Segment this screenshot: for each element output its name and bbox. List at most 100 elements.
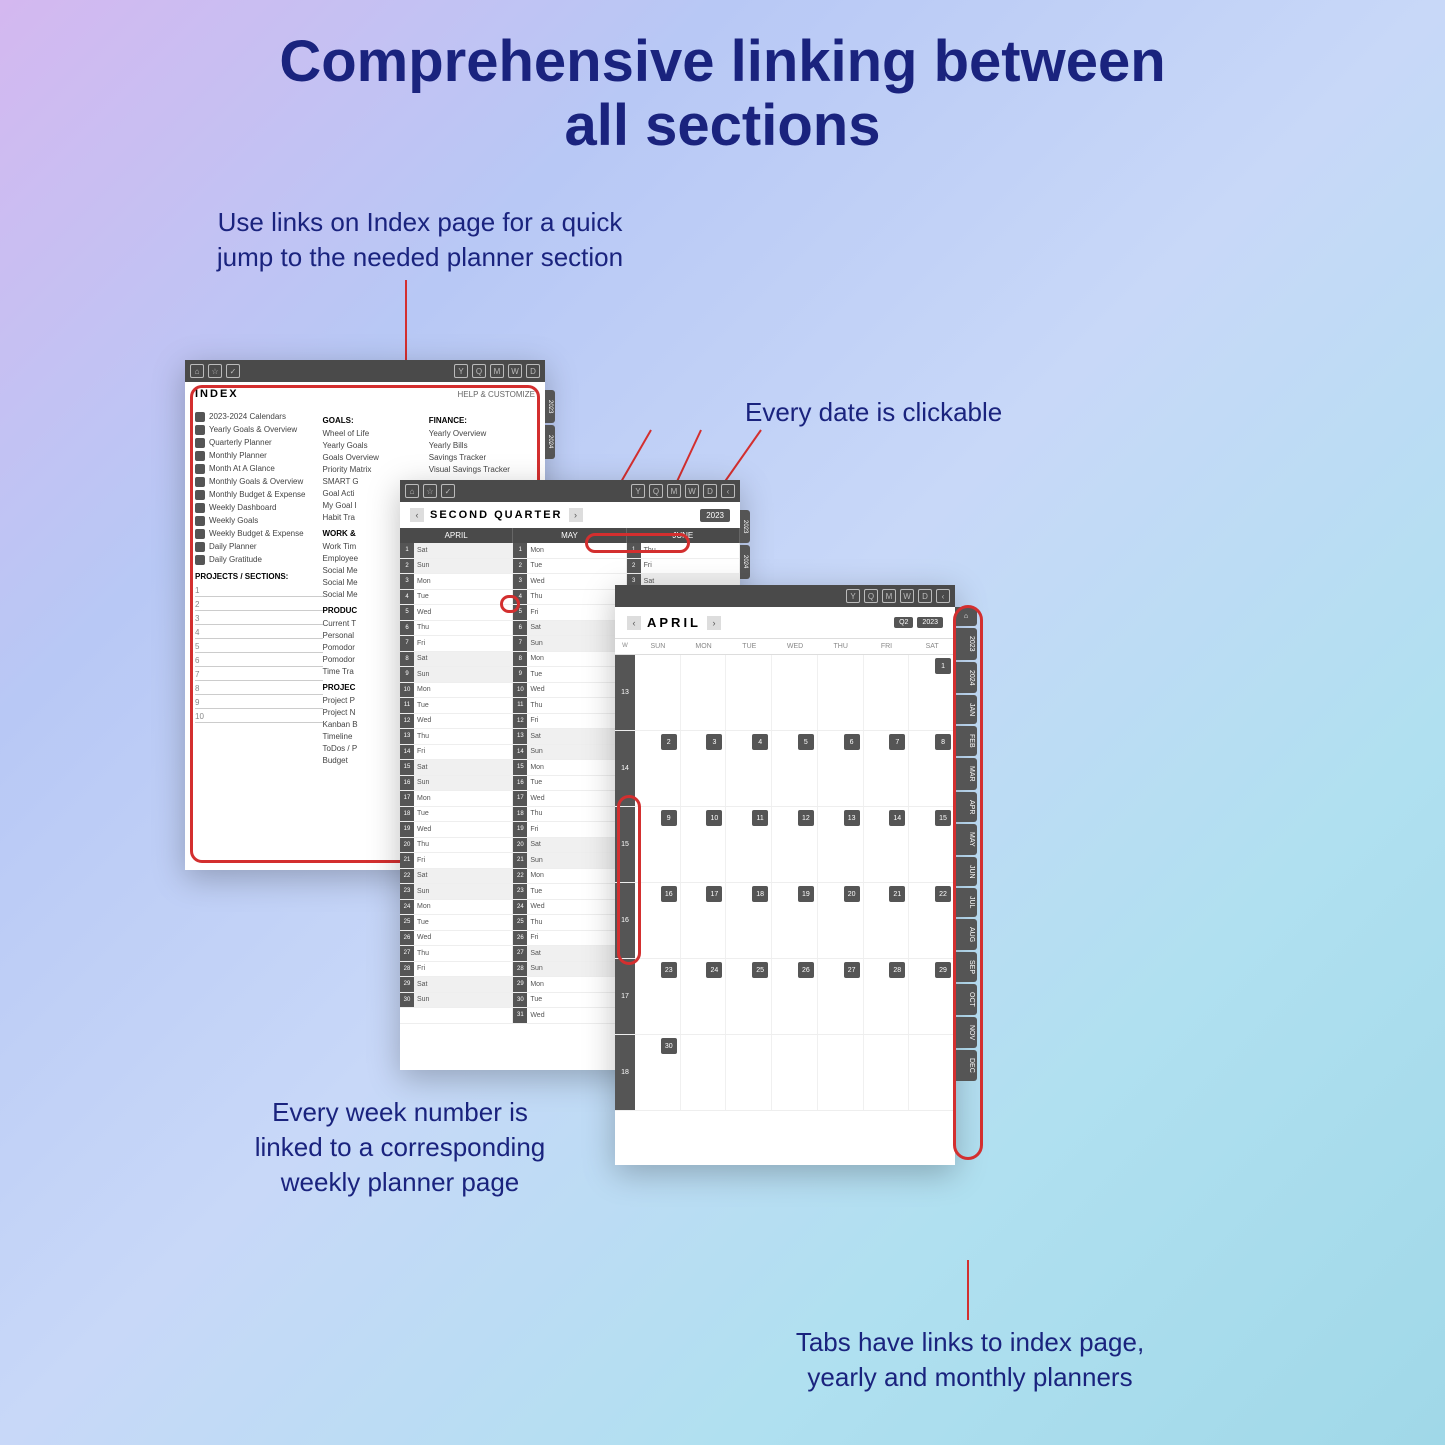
date-row[interactable]: 22Sat xyxy=(400,869,512,885)
day-cell[interactable] xyxy=(909,1035,955,1110)
side-tab[interactable]: JUL xyxy=(955,888,977,916)
day-cell[interactable]: 19 xyxy=(772,883,818,958)
nav-icon[interactable]: D xyxy=(918,589,932,603)
day-cell[interactable]: 15 xyxy=(909,807,955,882)
day-cell[interactable]: 2 xyxy=(635,731,681,806)
nav-icon[interactable]: ☆ xyxy=(423,484,437,498)
date-row[interactable]: 6Sat xyxy=(513,621,625,637)
week-number[interactable]: 14 xyxy=(615,731,635,806)
day-cell[interactable]: 16 xyxy=(635,883,681,958)
date-row[interactable]: 23Sun xyxy=(400,884,512,900)
date-row[interactable]: 23Tue xyxy=(513,884,625,900)
day-cell[interactable]: 24 xyxy=(681,959,727,1034)
next-button[interactable]: › xyxy=(569,508,583,522)
day-cell[interactable] xyxy=(681,655,727,730)
date-row[interactable]: 19Fri xyxy=(513,822,625,838)
date-row[interactable]: 1Sat xyxy=(400,543,512,559)
index-link[interactable]: Yearly Goals xyxy=(323,439,429,451)
index-link[interactable]: Daily Planner xyxy=(195,540,323,553)
side-tab[interactable]: FEB xyxy=(955,726,977,756)
index-link[interactable]: Savings Tracker xyxy=(429,451,535,463)
date-row[interactable]: 26Wed xyxy=(400,931,512,947)
index-link[interactable]: Goals Overview xyxy=(323,451,429,463)
side-tab[interactable]: 2023 xyxy=(955,628,977,660)
day-cell[interactable]: 23 xyxy=(635,959,681,1034)
nav-icon[interactable]: Y xyxy=(846,589,860,603)
nav-icon[interactable]: W xyxy=(508,364,522,378)
date-row[interactable]: 22Mon xyxy=(513,869,625,885)
day-cell[interactable]: 9 xyxy=(635,807,681,882)
date-row[interactable]: 10Mon xyxy=(400,683,512,699)
date-row[interactable]: 25Tue xyxy=(400,915,512,931)
nav-icon[interactable]: Y xyxy=(454,364,468,378)
month-header[interactable]: MAY xyxy=(513,528,626,543)
month-header[interactable]: APRIL xyxy=(400,528,513,543)
date-row[interactable]: 3Wed xyxy=(513,574,625,590)
side-tab[interactable]: MAR xyxy=(955,758,977,790)
day-cell[interactable]: 29 xyxy=(909,959,955,1034)
nav-icon[interactable]: Q xyxy=(649,484,663,498)
date-row[interactable]: 14Sun xyxy=(513,745,625,761)
index-link[interactable]: Yearly Overview xyxy=(429,427,535,439)
project-line[interactable]: 4 xyxy=(195,625,323,639)
project-line[interactable]: 2 xyxy=(195,597,323,611)
date-row[interactable]: 6Thu xyxy=(400,621,512,637)
nav-icon[interactable]: D xyxy=(703,484,717,498)
day-cell[interactable] xyxy=(726,655,772,730)
date-row[interactable]: 15Mon xyxy=(513,760,625,776)
project-line[interactable]: 9 xyxy=(195,695,323,709)
project-line[interactable]: 1 xyxy=(195,583,323,597)
date-row[interactable]: 28Sun xyxy=(513,962,625,978)
day-cell[interactable]: 20 xyxy=(818,883,864,958)
index-link[interactable]: Monthly Planner xyxy=(195,449,323,462)
date-row[interactable]: 16Tue xyxy=(513,776,625,792)
day-cell[interactable]: 12 xyxy=(772,807,818,882)
home-icon[interactable]: ⌂ xyxy=(190,364,204,378)
week-number[interactable]: 18 xyxy=(615,1035,635,1110)
date-row[interactable]: 27Sat xyxy=(513,946,625,962)
date-row[interactable]: 29Mon xyxy=(513,977,625,993)
side-tab[interactable]: DEC xyxy=(955,1050,977,1081)
badge[interactable]: 2023 xyxy=(917,617,943,628)
week-number[interactable]: 17 xyxy=(615,959,635,1034)
date-row[interactable]: 24Wed xyxy=(513,900,625,916)
date-row[interactable]: 20Sat xyxy=(513,838,625,854)
index-link[interactable]: Weekly Dashboard xyxy=(195,501,323,514)
date-row[interactable]: 2Sun xyxy=(400,559,512,575)
project-line[interactable]: 7 xyxy=(195,667,323,681)
date-row[interactable]: 10Wed xyxy=(513,683,625,699)
index-link[interactable]: Monthly Budget & Expense xyxy=(195,488,323,501)
index-link[interactable]: Daily Gratitude xyxy=(195,553,323,566)
project-line[interactable]: 6 xyxy=(195,653,323,667)
day-cell[interactable]: 11 xyxy=(726,807,772,882)
day-cell[interactable] xyxy=(864,655,910,730)
date-row[interactable]: 2Tue xyxy=(513,559,625,575)
index-link[interactable]: Yearly Bills xyxy=(429,439,535,451)
side-tab[interactable]: 2024 xyxy=(955,662,977,694)
date-row[interactable]: 5Wed xyxy=(400,605,512,621)
date-row[interactable]: 19Wed xyxy=(400,822,512,838)
index-link[interactable]: Weekly Goals xyxy=(195,514,323,527)
index-link[interactable]: Monthly Goals & Overview xyxy=(195,475,323,488)
week-number[interactable]: 16 xyxy=(615,883,635,958)
index-link[interactable]: Visual Savings Tracker xyxy=(429,463,535,475)
day-cell[interactable]: 18 xyxy=(726,883,772,958)
date-row[interactable]: 30Sun xyxy=(400,993,512,1009)
index-link[interactable]: Quarterly Planner xyxy=(195,436,323,449)
help-link[interactable]: HELP & CUSTOMIZE xyxy=(458,390,536,399)
index-link[interactable]: Month At A Glance xyxy=(195,462,323,475)
date-row[interactable]: 17Wed xyxy=(513,791,625,807)
nav-icon[interactable]: Q xyxy=(864,589,878,603)
home-icon[interactable]: ⌂ xyxy=(405,484,419,498)
day-cell[interactable]: 6 xyxy=(818,731,864,806)
project-line[interactable]: 5 xyxy=(195,639,323,653)
date-row[interactable]: 30Tue xyxy=(513,993,625,1009)
day-cell[interactable]: 10 xyxy=(681,807,727,882)
date-row[interactable]: 4Thu xyxy=(513,590,625,606)
date-row[interactable]: 15Sat xyxy=(400,760,512,776)
index-link[interactable]: 2023-2024 Calendars xyxy=(195,410,323,423)
day-cell[interactable]: 25 xyxy=(726,959,772,1034)
project-line[interactable]: 3 xyxy=(195,611,323,625)
year-tab[interactable]: 2023 xyxy=(545,390,555,423)
side-tab[interactable]: MAY xyxy=(955,824,977,855)
